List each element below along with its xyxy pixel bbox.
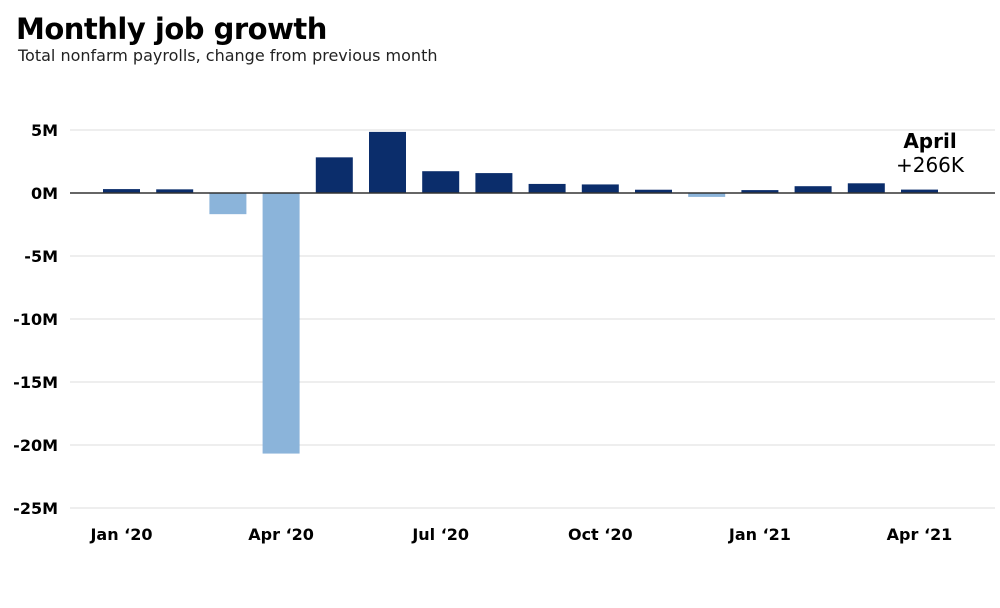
x-axis-ticks: Jan ‘20 Apr ‘20 Jul ‘20 Oct ‘20 Jan ‘21 Apr ‘… bbox=[89, 525, 952, 544]
x-tick-label: Apr ‘20 bbox=[248, 525, 314, 544]
bar bbox=[688, 193, 726, 197]
bar bbox=[156, 189, 194, 193]
bar bbox=[209, 193, 247, 215]
x-tick-label: Jul ‘20 bbox=[411, 525, 469, 544]
y-tick-label: 5M bbox=[31, 121, 58, 140]
y-tick-label: -15M bbox=[13, 373, 58, 392]
bar bbox=[741, 190, 779, 193]
y-tick-label: 0M bbox=[31, 184, 58, 203]
bar bbox=[262, 193, 300, 454]
bar bbox=[369, 131, 406, 193]
y-axis-ticks: 5M 0M -5M -10M -15M -20M -25M bbox=[13, 121, 58, 518]
bar bbox=[847, 183, 885, 193]
x-tick-label: Jan ‘20 bbox=[89, 525, 152, 544]
y-tick-label: -25M bbox=[13, 499, 58, 518]
y-tick-label: -20M bbox=[13, 436, 58, 455]
bar bbox=[528, 183, 566, 193]
bar bbox=[422, 171, 460, 193]
chart-subtitle: Total nonfarm payrolls, change from prev… bbox=[18, 46, 438, 65]
x-tick-label: Apr ‘21 bbox=[887, 525, 953, 544]
x-tick-label: Oct ‘20 bbox=[568, 525, 633, 544]
bar bbox=[901, 189, 938, 193]
bar bbox=[635, 189, 672, 193]
bar bbox=[794, 186, 832, 193]
y-tick-label: -5M bbox=[24, 247, 58, 266]
x-tick-label: Jan ‘21 bbox=[728, 525, 791, 544]
bar bbox=[315, 157, 353, 193]
bar bbox=[475, 173, 513, 193]
chart-title: Monthly job growth bbox=[16, 12, 327, 46]
y-tick-label: -10M bbox=[13, 310, 58, 329]
annotation-value: +266K bbox=[896, 153, 965, 177]
bar bbox=[103, 189, 140, 193]
gridlines bbox=[70, 129, 995, 509]
annotation-title: April bbox=[903, 129, 956, 153]
latest-value-annotation: April +266K bbox=[896, 129, 965, 177]
bar bbox=[581, 184, 619, 193]
bars bbox=[103, 131, 938, 454]
